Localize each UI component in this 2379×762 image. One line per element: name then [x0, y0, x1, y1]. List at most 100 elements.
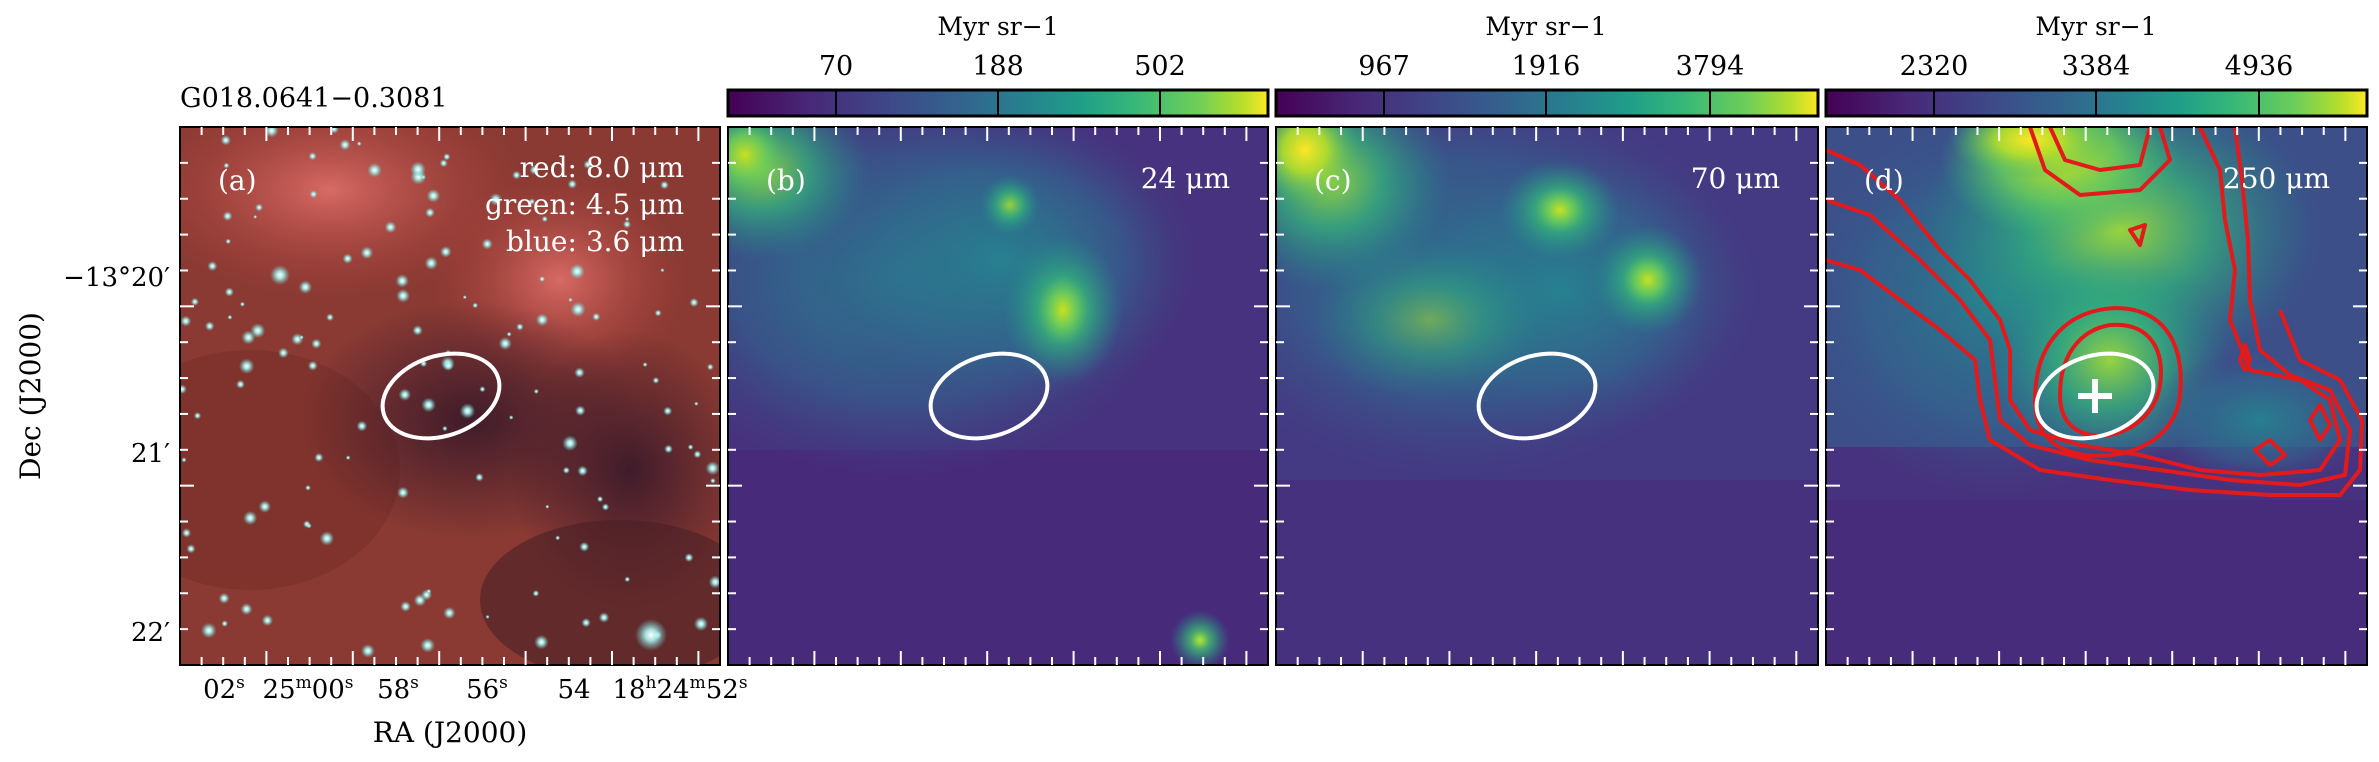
panel-c-image	[1276, 127, 1818, 665]
colorbar-d	[1824, 88, 2369, 118]
star	[342, 253, 353, 264]
axis-ticks	[180, 127, 2367, 665]
star	[660, 180, 669, 190]
star	[579, 541, 590, 552]
star	[462, 295, 467, 300]
band-red-label: red: 8.0 μm	[520, 151, 684, 184]
star	[299, 335, 304, 340]
star	[596, 495, 604, 503]
colorbar-d-tick-2: 3384	[2062, 51, 2131, 82]
star	[443, 606, 456, 620]
star	[624, 576, 631, 583]
star	[583, 160, 593, 170]
star	[220, 135, 231, 146]
band-blue-label: blue: 3.6 μm	[506, 225, 684, 258]
ra-tick-3: 58s	[377, 673, 419, 705]
star	[356, 420, 368, 432]
star	[562, 435, 578, 452]
star	[625, 216, 630, 222]
star	[689, 297, 699, 308]
star	[562, 466, 570, 474]
star	[592, 312, 601, 321]
star	[693, 616, 709, 632]
star	[693, 450, 702, 459]
star	[512, 170, 521, 180]
star	[224, 287, 234, 297]
aperture-ellipse-d	[2034, 351, 2156, 441]
star	[201, 622, 217, 639]
ra-tick-4: 56s	[466, 673, 508, 705]
star	[516, 323, 524, 331]
panel-a-letter: (a)	[218, 164, 257, 197]
star	[221, 620, 229, 627]
star	[420, 638, 436, 653]
aperture-ellipse-c	[1476, 351, 1598, 441]
star	[660, 268, 665, 273]
star	[360, 246, 374, 260]
star	[305, 484, 311, 491]
star	[255, 203, 264, 212]
star	[314, 452, 324, 463]
colorbar-d-tick-1: 2320	[1900, 51, 1969, 82]
star	[303, 520, 311, 528]
star	[485, 614, 490, 620]
star	[529, 164, 540, 175]
star	[706, 363, 714, 371]
star	[663, 406, 673, 416]
colorbar-b-unit: Myr sr−1	[937, 12, 1058, 41]
panel-c-letter: (c)	[1314, 164, 1352, 197]
colorbar-d-tick-3: 4936	[2225, 51, 2294, 82]
star	[424, 256, 438, 270]
star	[204, 321, 215, 331]
colorbar-c-tick-2: 1916	[1512, 51, 1581, 82]
star	[395, 274, 409, 288]
star	[539, 276, 546, 282]
star	[412, 325, 423, 336]
star	[243, 510, 258, 526]
star	[555, 535, 561, 541]
star	[443, 360, 454, 371]
colorbar-b-tick-3: 502	[1134, 51, 1186, 82]
star	[652, 377, 660, 384]
panel-b-wavelength: 24 μm	[1141, 162, 1230, 195]
panel-d-wavelength: 250 μm	[2223, 162, 2330, 195]
star	[568, 297, 573, 303]
star	[264, 127, 279, 138]
panel-d-letter: (d)	[1864, 164, 1904, 197]
star	[218, 592, 230, 604]
star	[664, 444, 673, 454]
panel-b-letter: (b)	[766, 164, 806, 197]
aperture-ellipse-b	[928, 351, 1050, 441]
star	[309, 190, 318, 199]
star	[534, 634, 549, 650]
star	[498, 336, 512, 351]
star	[577, 465, 588, 477]
y-axis-title: Dec (J2000)	[14, 312, 47, 480]
star	[570, 301, 586, 317]
star	[181, 528, 192, 538]
star	[569, 263, 585, 280]
star	[339, 139, 351, 151]
star	[575, 405, 586, 416]
star	[207, 261, 218, 272]
star	[439, 159, 448, 168]
star	[443, 153, 451, 161]
bright-star	[635, 619, 667, 651]
star	[398, 388, 411, 401]
star	[489, 193, 503, 206]
dec-tick-3: 22′	[131, 618, 170, 648]
star	[684, 553, 694, 563]
star	[236, 379, 245, 389]
star	[223, 162, 230, 169]
star	[397, 486, 409, 499]
star	[319, 531, 335, 546]
star	[278, 347, 289, 359]
panel-c	[1275, 126, 1819, 666]
star	[250, 323, 266, 339]
star	[508, 415, 514, 420]
star	[193, 412, 202, 420]
star	[356, 141, 362, 147]
star	[425, 207, 435, 218]
star	[481, 238, 493, 250]
star	[190, 297, 199, 306]
